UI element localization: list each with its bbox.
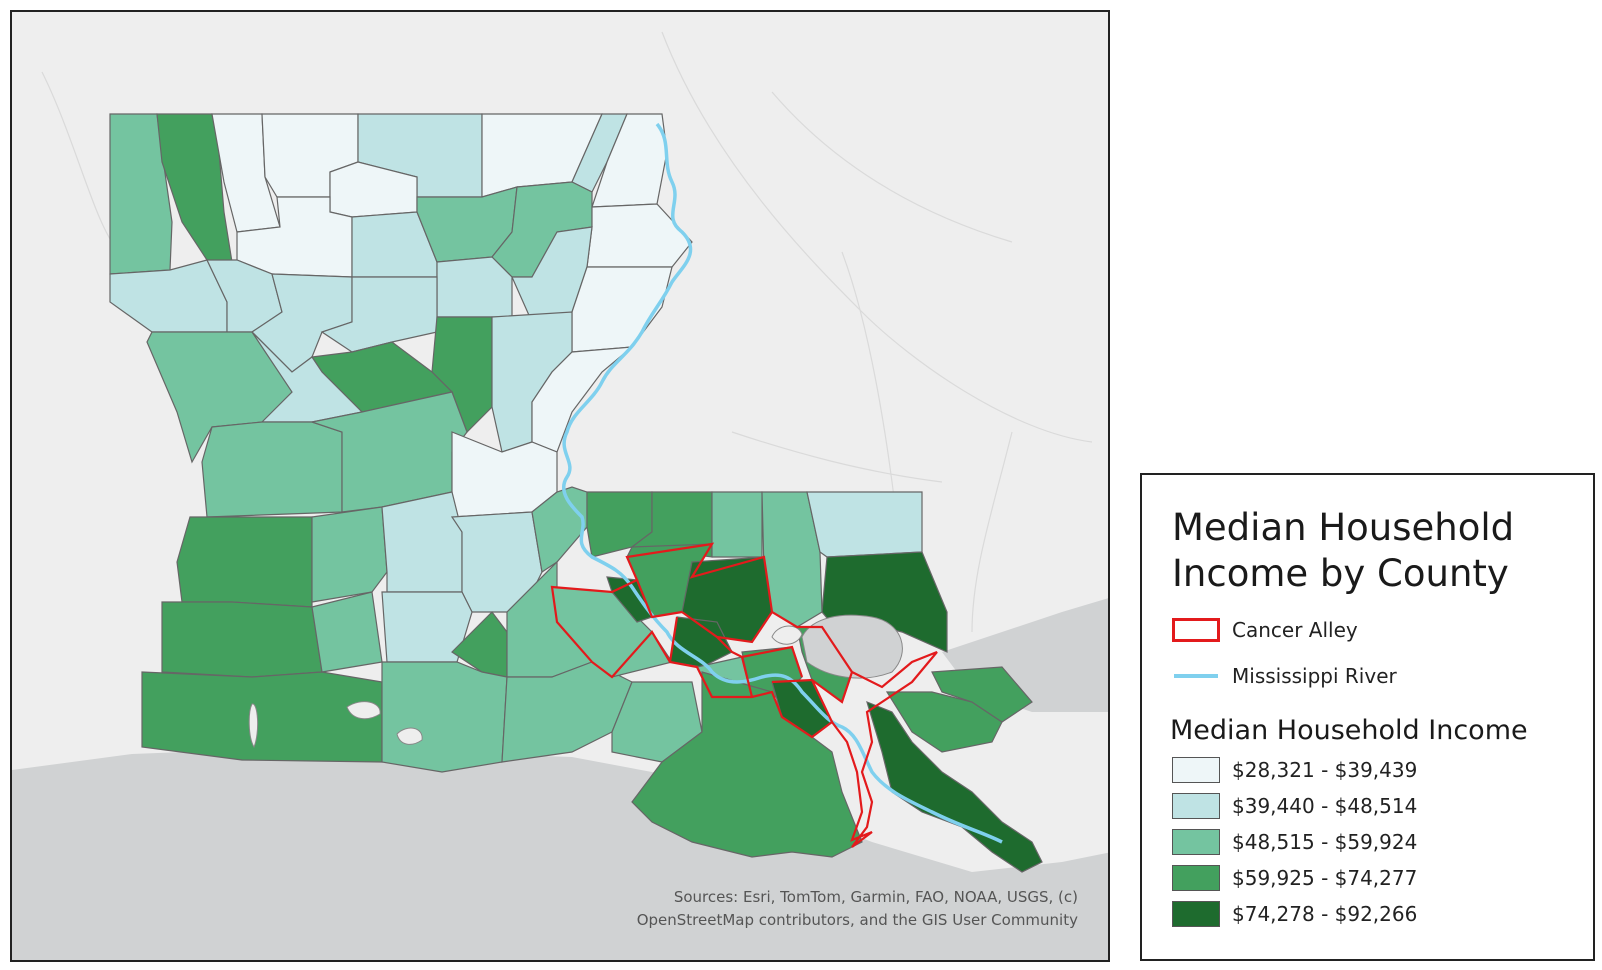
legend-title: Median Household Income by County [1172, 505, 1514, 597]
parish[interactable] [381, 661, 508, 773]
parish[interactable] [311, 506, 388, 603]
parish[interactable] [885, 691, 1003, 753]
parish[interactable] [571, 113, 628, 193]
parish[interactable] [821, 551, 948, 653]
class-label: $74,278 - $92,266 [1232, 902, 1418, 926]
parish[interactable] [806, 491, 923, 558]
lake-pontchartrain [801, 614, 903, 679]
parish[interactable] [711, 491, 763, 558]
class-swatch [1172, 793, 1220, 819]
parish[interactable] [381, 491, 463, 593]
gulf-of-mexico [12, 747, 1108, 960]
attribution-line-1: Sources: Esri, TomTom, Garmin, FAO, NOAA… [673, 888, 1078, 906]
lake-maurepas [771, 625, 803, 645]
legend-item-mississippi-river: Mississippi River [1172, 661, 1397, 691]
parish[interactable] [201, 421, 343, 518]
lake-grand [396, 727, 423, 745]
parish[interactable] [176, 516, 313, 608]
legend-class-3: $48,515 - $59,924 [1172, 827, 1417, 857]
map-frame[interactable]: Sources: Esri, TomTom, Garmin, FAO, NOAA… [10, 10, 1110, 962]
calcasieu-lake [248, 703, 259, 749]
parish[interactable] [161, 601, 323, 678]
legend-class-2: $39,440 - $48,514 [1172, 791, 1417, 821]
parish[interactable] [586, 203, 693, 268]
class-label: $39,440 - $48,514 [1232, 794, 1418, 818]
cancer-alley-outline[interactable] [550, 542, 938, 848]
parish[interactable] [311, 591, 383, 673]
legend-title-line-2: Income by County [1172, 552, 1509, 595]
legend-item-label: Cancer Alley [1232, 618, 1358, 642]
class-label: $48,515 - $59,924 [1232, 830, 1418, 854]
class-label: $59,925 - $74,277 [1232, 866, 1418, 890]
legend-class-4: $59,925 - $74,277 [1172, 863, 1417, 893]
parish[interactable] [141, 671, 383, 763]
parish[interactable] [436, 256, 513, 318]
legend-class-5: $74,278 - $92,266 [1172, 899, 1417, 929]
legend-class-1: $28,321 - $39,439 [1172, 755, 1417, 785]
blue-line-swatch [1172, 663, 1220, 689]
class-swatch [1172, 757, 1220, 783]
louisiana-map[interactable] [12, 12, 1110, 962]
lake-west [346, 701, 381, 720]
class-swatch [1172, 901, 1220, 927]
class-swatch [1172, 865, 1220, 891]
red-outline-swatch [1172, 618, 1220, 642]
class-label: $28,321 - $39,439 [1232, 758, 1418, 782]
income-legend-title: Median Household Income [1170, 715, 1528, 746]
parish[interactable] [381, 591, 473, 663]
attribution-line-2: OpenStreetMap contributors, and the GIS … [636, 911, 1078, 929]
class-swatch [1172, 829, 1220, 855]
mississippi-river [561, 122, 1003, 844]
legend-title-line-1: Median Household [1172, 506, 1515, 549]
map-attribution: Sources: Esri, TomTom, Garmin, FAO, NOAA… [637, 886, 1078, 932]
legend-item-label: Mississippi River [1232, 664, 1397, 688]
parish[interactable] [931, 666, 1033, 723]
legend-item-cancer-alley: Cancer Alley [1172, 615, 1358, 645]
map-legend: Median Household Income by County Cancer… [1140, 473, 1595, 961]
